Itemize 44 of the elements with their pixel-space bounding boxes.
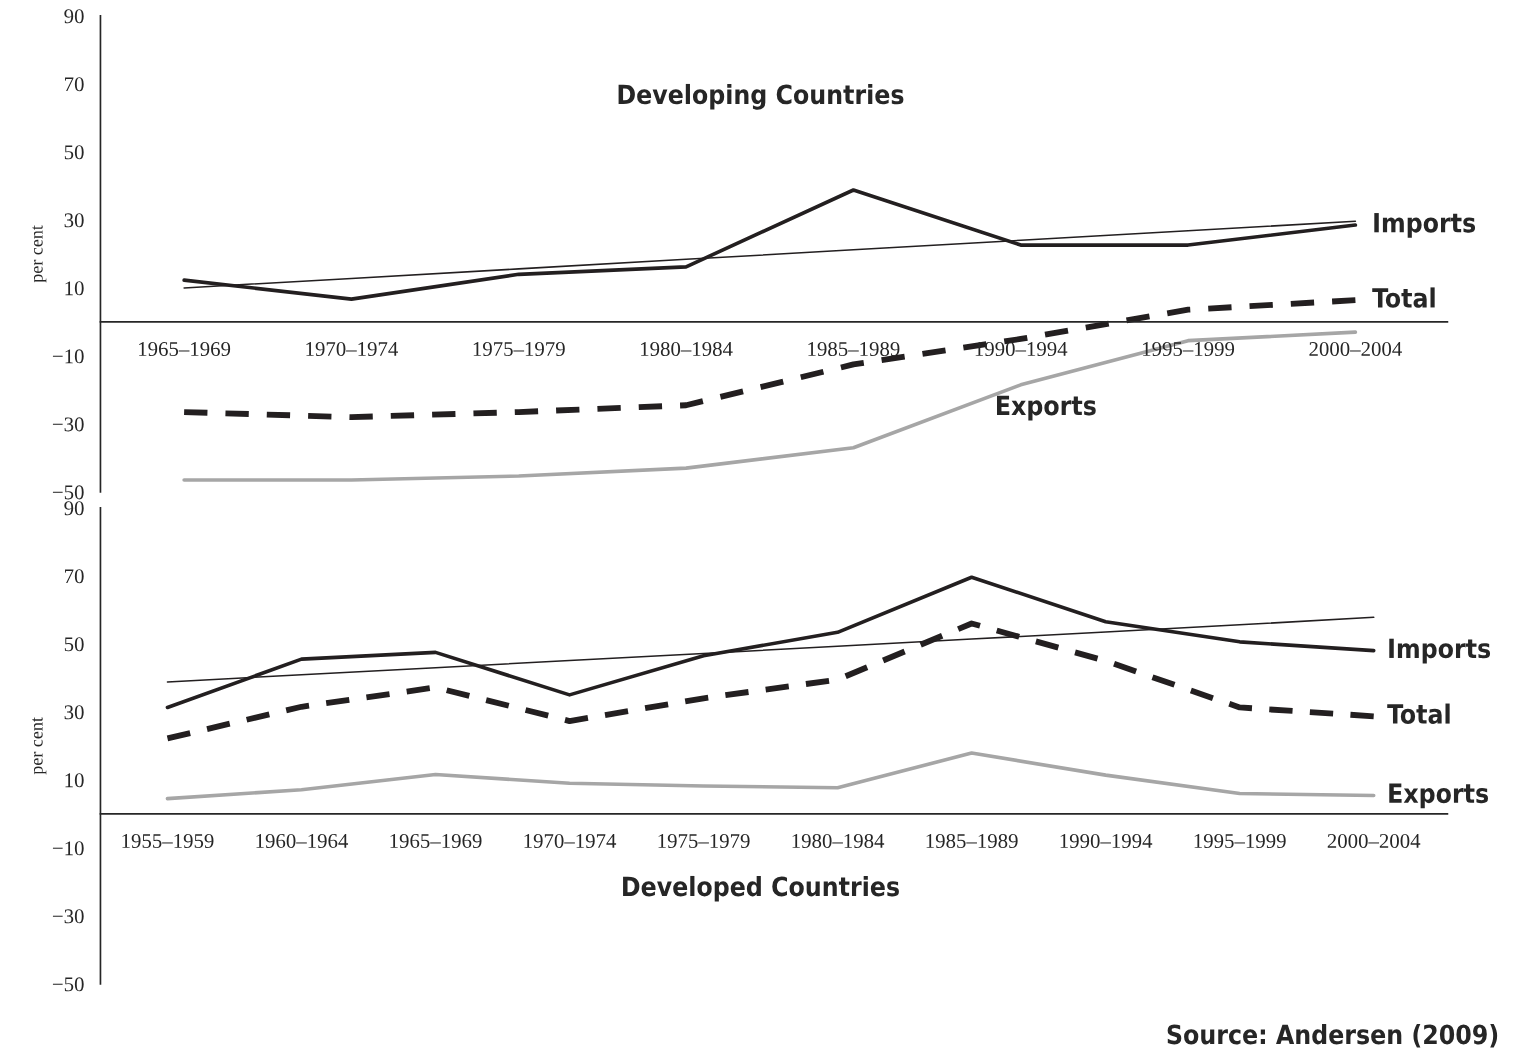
x-tick-label: 1980–1984 [792, 833, 885, 849]
y-tick-label: −50 [52, 485, 84, 500]
series-label: Exports [997, 395, 1096, 421]
y-axis-title: per cent [32, 717, 47, 775]
y-axis-title: per cent [32, 225, 47, 283]
x-tick-label: 1995–1999 [1143, 342, 1235, 357]
x-tick-label: 1990–1994 [1060, 833, 1153, 849]
x-tick-label: 1985–1989 [808, 341, 900, 357]
x-tick-label: 1965–1969 [390, 834, 482, 849]
x-tick-label: 1965–1969 [139, 342, 231, 357]
y-tick-label: 70 [65, 77, 84, 92]
y-tick-label: 90 [64, 9, 84, 24]
y-tick-label: 50 [64, 145, 84, 160]
series-label: Imports [1389, 638, 1491, 664]
x-tick-label: 1985–1989 [926, 833, 1018, 849]
x-tick-label: 1995–1999 [1194, 834, 1286, 849]
y-tick-label: 30 [64, 705, 84, 720]
x-tick-label: 1970–1974 [524, 833, 617, 849]
y-tick-label: 90 [64, 501, 84, 516]
x-tick-label: 1975–1979 [658, 834, 750, 849]
y-tick-label: 10 [65, 281, 84, 296]
x-tick-label: 1980–1984 [641, 341, 733, 357]
x-tick-label: 1955–1959 [122, 834, 214, 849]
y-tick-label: 10 [65, 773, 84, 788]
y-tick-label: 30 [64, 213, 84, 228]
x-tick-label: 1975–1979 [473, 342, 565, 357]
series-label: Exports [1389, 783, 1489, 809]
text: Developing Countries [618, 83, 904, 110]
y-tick-label: −10 [52, 349, 84, 364]
y-tick-label: −30 [52, 909, 84, 924]
y-tick-label: −10 [52, 841, 84, 856]
series-label: Total [1387, 703, 1450, 724]
series-label: Imports [1374, 213, 1476, 238]
x-tick-label: 1970–1974 [306, 341, 398, 357]
y-tick-label: 50 [64, 637, 84, 652]
series-label: Total [1372, 287, 1435, 308]
text: Developed Countries [623, 875, 899, 902]
source-note: Source: Andersen (2009) [1167, 1024, 1498, 1048]
x-tick-label: 2000–2004 [1327, 833, 1421, 849]
x-tick-label: 1960–1964 [256, 833, 349, 849]
y-tick-label: 70 [65, 569, 84, 584]
y-tick-label: −50 [52, 977, 84, 992]
y-tick-label: −30 [52, 417, 84, 432]
x-tick-label: 2000–2004 [1309, 341, 1402, 357]
